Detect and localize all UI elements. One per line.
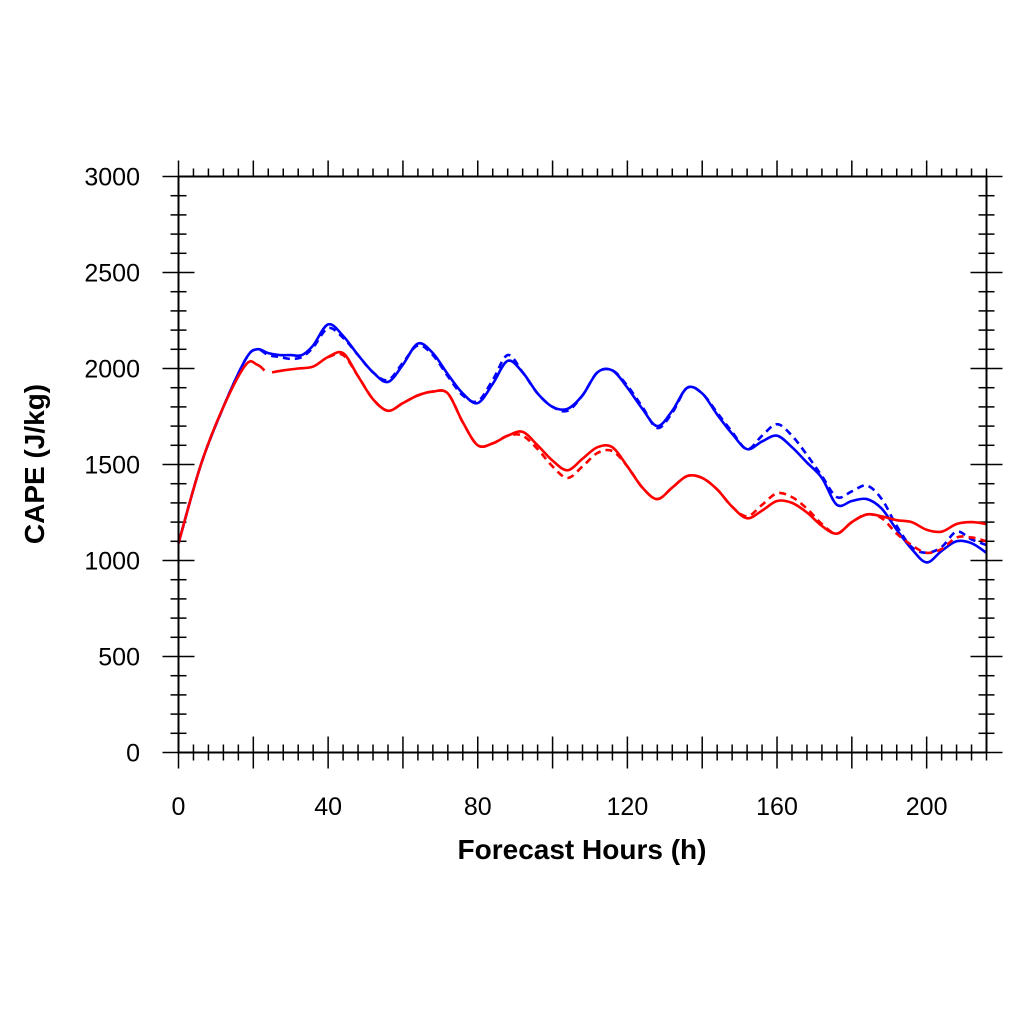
series-line-2 bbox=[177, 360, 266, 544]
axis-ticks bbox=[162, 160, 1003, 769]
x-tick-label: 40 bbox=[314, 793, 342, 821]
data-series bbox=[177, 322, 988, 564]
x-axis-title: Forecast Hours (h) bbox=[458, 834, 707, 865]
x-tick-label: 200 bbox=[906, 793, 948, 821]
x-tick-label: 120 bbox=[607, 793, 649, 821]
y-tick-label: 3000 bbox=[84, 164, 140, 192]
y-tick-label: 1500 bbox=[84, 452, 140, 480]
plot-frame bbox=[177, 175, 988, 754]
x-tick-label: 160 bbox=[756, 793, 798, 821]
y-tick-label: 2500 bbox=[84, 260, 140, 288]
series-line-1 bbox=[177, 326, 987, 555]
y-tick-label: 2000 bbox=[84, 356, 140, 384]
y-tick-label: 1000 bbox=[84, 548, 140, 576]
x-tick-label: 0 bbox=[172, 793, 186, 821]
x-tick-label: 80 bbox=[464, 793, 492, 821]
y-axis-title: CAPE (J/kg) bbox=[19, 384, 50, 544]
series-line-4 bbox=[327, 352, 987, 555]
y-tick-label: 500 bbox=[98, 644, 140, 672]
y-tick-label: 0 bbox=[126, 740, 140, 768]
